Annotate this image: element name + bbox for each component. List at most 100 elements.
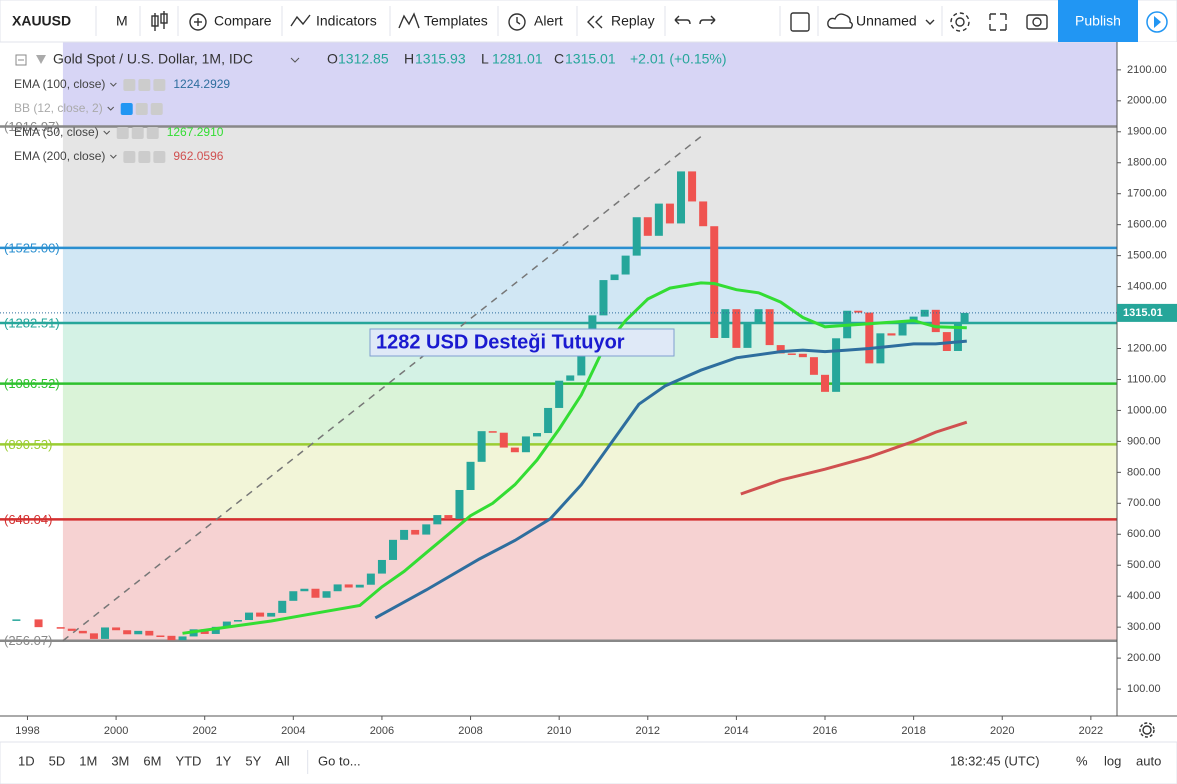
range-button[interactable]: 5Y (245, 753, 261, 768)
bottom-goto[interactable]: Go to... (318, 753, 361, 768)
range-button[interactable]: 3M (111, 753, 129, 768)
candle (732, 309, 741, 348)
fib-band (62, 519, 1117, 641)
indicator-remove[interactable] (146, 127, 159, 139)
candle (544, 407, 553, 434)
indicators-button[interactable]: Indicators (316, 13, 377, 29)
candle (145, 630, 154, 636)
compare-icon[interactable] (189, 13, 207, 31)
indicator-settings[interactable] (138, 79, 151, 91)
indicator-name: EMA (100, close) (14, 77, 105, 91)
replay-icon[interactable] (587, 15, 603, 29)
indicator-remove[interactable] (150, 103, 163, 115)
candle (533, 433, 542, 437)
layout-name[interactable]: Unnamed (856, 13, 917, 29)
title-menu[interactable] (290, 57, 300, 63)
toolbar: XAUUSD M Compare Indicators Templates Al… (0, 0, 1177, 43)
candle (821, 374, 830, 392)
alert-icon[interactable] (508, 13, 526, 31)
publish-button[interactable]: Publish (1075, 13, 1121, 29)
bottom-percent[interactable]: % (1076, 753, 1088, 768)
indicator-eye[interactable] (116, 127, 129, 139)
indicator-settings[interactable] (135, 103, 148, 115)
x-tick-label: 2018 (901, 725, 925, 737)
candle (832, 338, 841, 392)
annotation-box (369, 328, 675, 357)
candle (167, 635, 176, 641)
redo[interactable] (699, 15, 716, 25)
candle (521, 436, 530, 453)
interval[interactable]: M (116, 13, 128, 29)
y-tick-label: 700.00 (1127, 497, 1161, 509)
x-tick-label: 2008 (458, 725, 482, 737)
axis-settings-icon[interactable] (1139, 722, 1155, 738)
indicator-eye[interactable] (123, 151, 136, 163)
indicator-value: 962.0596 (173, 149, 223, 163)
candle (960, 312, 969, 324)
candle (931, 309, 940, 333)
candle (555, 380, 564, 408)
candle (178, 636, 187, 641)
templates-button[interactable]: Templates (424, 13, 488, 29)
candle (444, 515, 453, 519)
fib-level-label: (1282.51) (4, 315, 60, 330)
x-tick-label: 2010 (547, 725, 571, 737)
indicator-settings[interactable] (131, 127, 144, 139)
range-button[interactable]: 5D (49, 753, 66, 768)
range-button[interactable]: 1M (79, 753, 97, 768)
candle (776, 345, 785, 354)
indicator-eye[interactable] (123, 79, 136, 91)
layout-menu[interactable] (925, 19, 935, 25)
indicator-eye[interactable] (120, 103, 133, 115)
fib-band (62, 444, 1117, 520)
indicators-icon[interactable] (290, 14, 311, 27)
cloud-icon[interactable] (827, 13, 853, 29)
chart-style-icon[interactable] (151, 11, 168, 31)
symbol[interactable]: XAUUSD (12, 13, 71, 29)
indicator-value: 1267.2910 (167, 125, 224, 139)
indicator-settings[interactable] (138, 151, 151, 163)
bottom-auto[interactable]: auto (1136, 753, 1161, 768)
replay-button[interactable]: Replay (611, 13, 655, 29)
settings-icon[interactable] (950, 12, 970, 32)
range-button[interactable]: YTD (175, 753, 201, 768)
candle (333, 584, 342, 592)
compare-button[interactable]: Compare (214, 13, 272, 29)
range-button[interactable]: 6M (143, 753, 161, 768)
range-button[interactable]: All (275, 753, 290, 768)
fullscreen-icon[interactable] (989, 13, 1007, 31)
candle (366, 573, 375, 585)
snapshot-icon[interactable] (1026, 14, 1048, 30)
candle (754, 309, 763, 323)
play-icon[interactable] (1146, 11, 1168, 33)
fib-level-label: (1916.97) (4, 119, 60, 134)
candle (78, 630, 87, 634)
candle (510, 447, 519, 453)
indicator-name: BB (12, close, 2) (14, 101, 103, 115)
publish-bg[interactable] (1058, 0, 1138, 42)
candle (953, 323, 962, 351)
candle (787, 353, 796, 355)
select-icon[interactable] (790, 12, 810, 32)
time-axis (0, 716, 1177, 742)
templates-icon[interactable] (398, 12, 420, 29)
collapse-icon[interactable] (15, 54, 27, 66)
range-button[interactable]: 1D (18, 753, 35, 768)
indicator-menu (110, 154, 117, 159)
candle (898, 323, 907, 336)
alert-button[interactable]: Alert (534, 13, 563, 29)
indicator-remove[interactable] (153, 151, 166, 163)
y-tick-label: 200.00 (1127, 652, 1161, 664)
undo[interactable] (674, 15, 691, 25)
candle (865, 312, 874, 364)
candle (798, 353, 807, 358)
x-tick-label: 2006 (370, 725, 394, 737)
candle (632, 217, 641, 256)
candle (455, 489, 464, 519)
indicator-menu (103, 130, 111, 135)
ema-line (740, 420, 968, 496)
range-button[interactable]: 1Y (215, 753, 231, 768)
candle (499, 432, 508, 448)
indicator-remove[interactable] (153, 79, 166, 91)
bottom-log[interactable]: log (1104, 753, 1121, 768)
